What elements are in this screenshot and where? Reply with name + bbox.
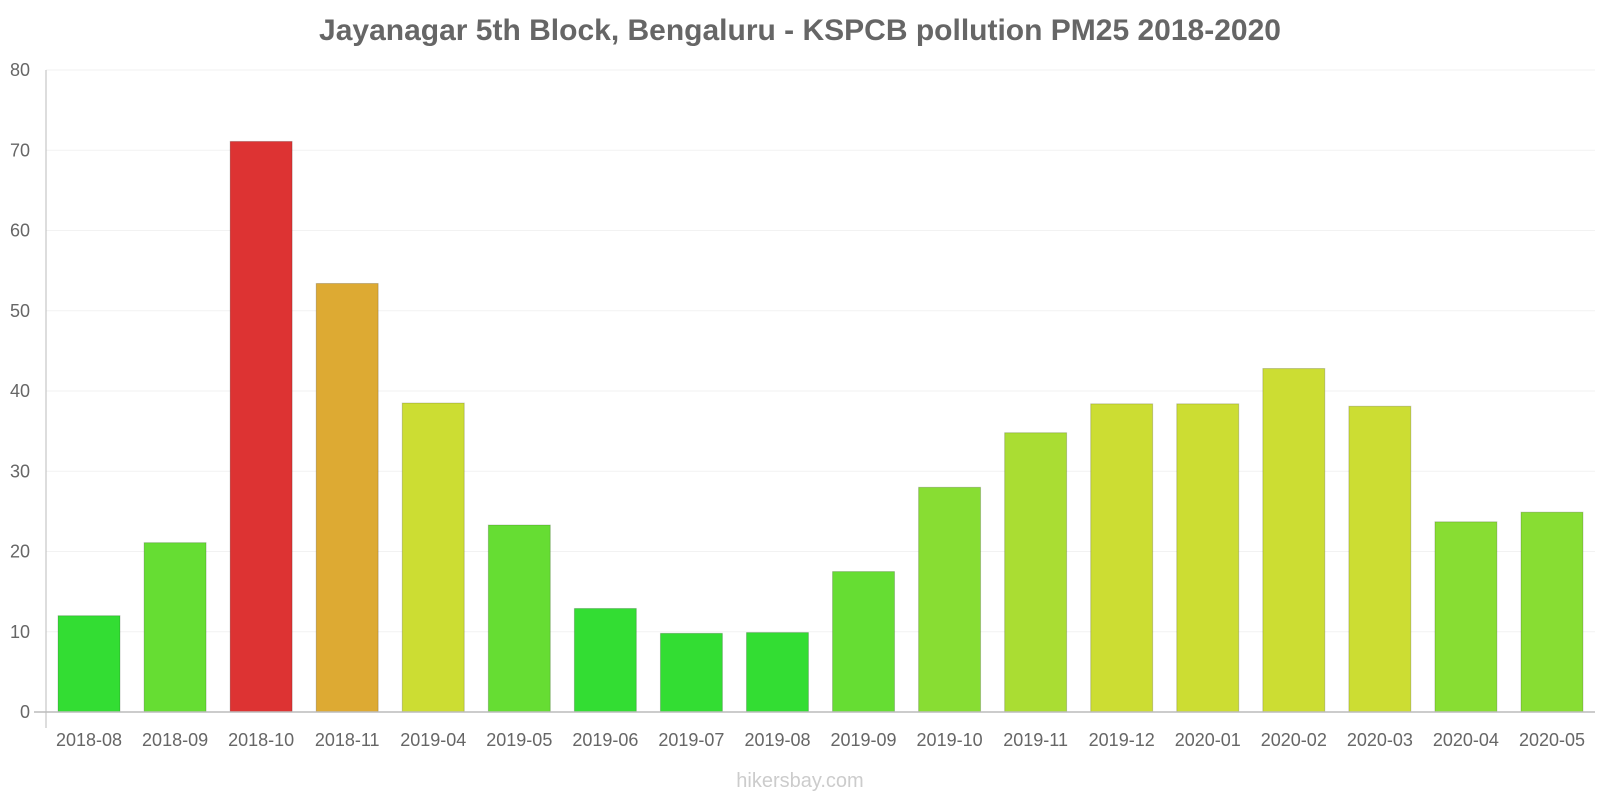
x-tick-label: 2019-06 [572, 730, 638, 750]
watermark: hikersbay.com [736, 770, 864, 792]
y-tick-label: 0 [20, 702, 30, 722]
x-tick-label: 2020-05 [1519, 730, 1585, 750]
y-tick-label: 80 [10, 60, 30, 80]
bar-2020-05 [1520, 511, 1584, 713]
y-tick-label: 30 [10, 461, 30, 481]
bar-2019-08 [745, 632, 809, 713]
x-tick-label: 2019-08 [744, 730, 810, 750]
x-tick-label: 2020-03 [1347, 730, 1413, 750]
chart-title: Jayanagar 5th Block, Bengaluru - KSPCB p… [319, 14, 1281, 47]
bar-2018-08 [57, 615, 121, 713]
y-tick-label: 10 [10, 622, 30, 642]
x-tick-label: 2019-04 [400, 730, 466, 750]
x-tick-label: 2019-10 [917, 730, 983, 750]
bar-2019-06 [573, 607, 637, 713]
x-tick-label: 2018-09 [142, 730, 208, 750]
bar-2019-09 [832, 571, 896, 713]
x-tick-label: 2020-04 [1433, 730, 1499, 750]
bar-2019-07 [659, 632, 723, 713]
x-tick-label: 2019-07 [658, 730, 724, 750]
bar-2019-12 [1090, 403, 1154, 713]
x-tick-label: 2018-11 [315, 730, 380, 750]
y-tick-label: 20 [10, 542, 30, 562]
x-tick-label: 2018-10 [228, 730, 294, 750]
y-tick-label: 70 [10, 140, 30, 160]
x-tick-label: 2020-01 [1175, 730, 1241, 750]
bar-2020-03 [1348, 405, 1412, 713]
x-tick-label: 2020-02 [1261, 730, 1327, 750]
bar-2020-02 [1262, 368, 1326, 713]
x-tick-label: 2019-12 [1089, 730, 1155, 750]
x-tick-label: 2018-08 [56, 730, 122, 750]
bar-2018-11 [315, 282, 379, 713]
x-tick-label: 2019-11 [1003, 730, 1068, 750]
bars [57, 140, 1584, 713]
bar-2018-09 [143, 542, 207, 713]
bar-2019-11 [1004, 432, 1068, 713]
grid-lines [46, 69, 1595, 633]
axes [34, 70, 1595, 728]
bar-2020-04 [1434, 521, 1498, 713]
bar-2020-01 [1176, 403, 1240, 713]
bar-2019-10 [918, 486, 982, 713]
bar-2019-04 [401, 402, 465, 713]
bar-2019-05 [487, 524, 551, 713]
x-tick-label: 2019-09 [830, 730, 896, 750]
y-tick-label: 60 [10, 221, 30, 241]
tick-labels: 0 10 20 30 40 50 60 70 80 2018-08 2018-09 2018-10 20… [10, 60, 1585, 750]
x-tick-label: 2019-05 [486, 730, 552, 750]
y-tick-label: 40 [10, 381, 30, 401]
y-tick-label: 50 [10, 301, 30, 321]
bar-2018-10 [229, 140, 293, 713]
